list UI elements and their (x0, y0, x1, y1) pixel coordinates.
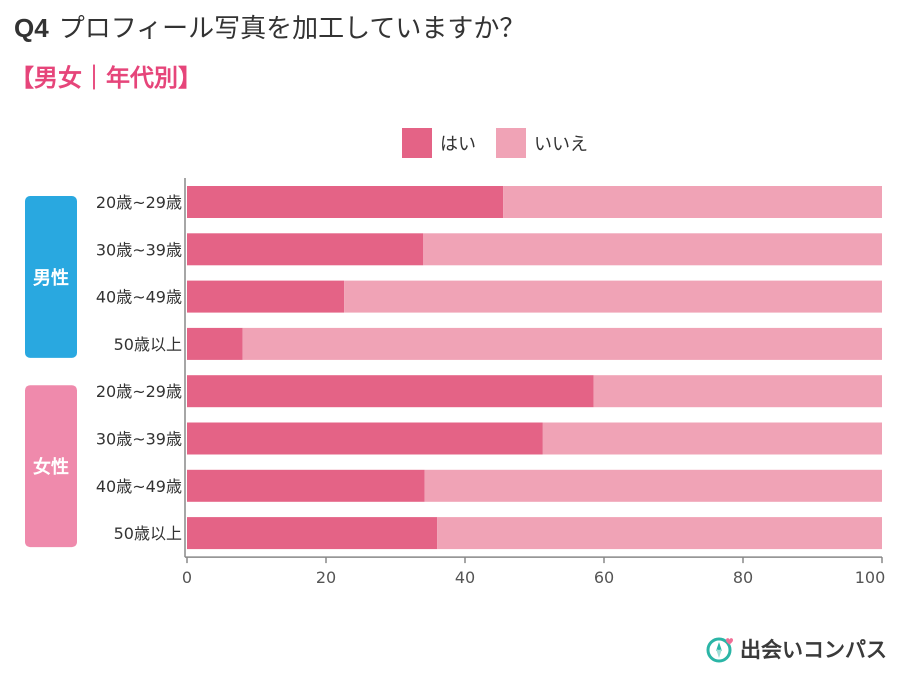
compass-heart-icon (706, 637, 733, 663)
group-label-female: 女性 (33, 456, 69, 478)
bar-no-0 (503, 186, 882, 218)
chart-title: Q4 プロフィール写真を加工していますか？ (14, 8, 525, 45)
legend-label-yes: はい (440, 134, 476, 155)
category-label: 30歳~39歳 (96, 240, 182, 259)
bar-yes-3 (187, 327, 243, 360)
x-tick-label: 20 (316, 568, 336, 587)
bar-no-6 (424, 469, 882, 502)
bar-yes-5 (187, 422, 543, 455)
category-label: 40歳~49歳 (96, 477, 182, 496)
bar-yes-4 (187, 375, 594, 408)
bar-no-1 (423, 233, 882, 266)
legend-swatch-no (496, 128, 526, 158)
bar-no-3 (242, 327, 883, 360)
group-badge-male (25, 196, 77, 358)
question-text: プロフィール写真を加工していますか？ (58, 14, 526, 44)
bar-no-5 (542, 422, 882, 455)
bar-yes-7 (187, 517, 438, 550)
x-tick-label: 100 (855, 568, 886, 587)
category-label: 30歳~39歳 (96, 430, 182, 449)
group-label-male: 男性 (33, 267, 69, 289)
category-label: 50歳以上 (114, 335, 182, 354)
bar-yes-2 (187, 280, 345, 313)
bar-no-2 (344, 280, 882, 313)
legend-label-no: いいえ (534, 134, 588, 155)
x-tick-label: 40 (455, 568, 475, 587)
group-badge-female (25, 385, 77, 548)
bar-yes-0 (187, 186, 504, 218)
x-tick-label: 0 (182, 568, 192, 587)
category-label: 50歳以上 (114, 524, 182, 543)
bar-no-7 (437, 517, 882, 550)
logo-text: 出会いコンパス (740, 638, 887, 662)
x-tick-label: 80 (733, 568, 753, 587)
chart-subtitle: 【男女｜年代別】 (10, 64, 202, 92)
category-label: 40歳~49歳 (96, 288, 182, 307)
bar-no-4 (593, 375, 882, 408)
legend-swatch-yes (402, 128, 432, 158)
question-number: Q4 (14, 13, 49, 43)
bar-yes-1 (187, 233, 424, 266)
category-label: 20歳~29歳 (96, 382, 182, 401)
brand-logo: 出会いコンパス (704, 632, 887, 666)
bar-yes-6 (187, 469, 425, 502)
category-label: 20歳~29歳 (96, 193, 182, 212)
x-tick-label: 60 (594, 568, 614, 587)
